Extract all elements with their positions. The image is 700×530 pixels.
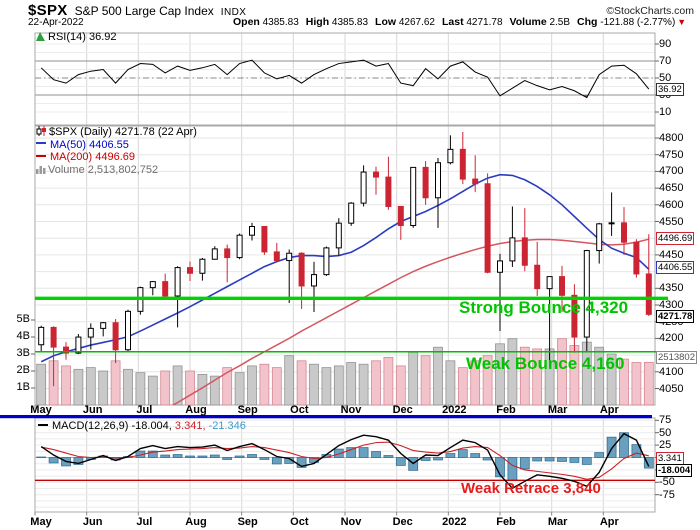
month-label: Apr (599, 516, 619, 528)
volume-axis-tick: 3B (16, 347, 30, 359)
quote-date: 22-Apr-2022 (28, 17, 84, 28)
price-legend-title-row: $SPX (Daily) 4271.78 (22 Apr) (36, 126, 197, 139)
copyright: ©StockCharts.com (606, 5, 694, 17)
price-axis-tick: 4200 (659, 332, 684, 345)
change-field: Chg -121.88 (-2.77%) (577, 16, 676, 28)
ma50-value-tag: 4406.55 (656, 261, 695, 274)
price-axis-tick: 4600 (659, 198, 684, 211)
volume-legend: Volume 2,513,802,752 (36, 164, 197, 177)
month-label: Jul (136, 404, 153, 416)
month-label: Sep (237, 404, 258, 416)
chart-header: $SPX S&P 500 Large Cap Index INDX (28, 2, 246, 20)
ma200-line-icon (36, 154, 46, 157)
rsi-legend: RSI(14) 36.92 (36, 31, 116, 44)
ma200-value-tag: 4496.69 (656, 232, 695, 245)
macd-axis-tick: -75 (659, 488, 675, 501)
month-label: Nov (340, 516, 362, 528)
last-field: Last 4271.78 (441, 16, 503, 28)
price-axis-tick: 4650 (659, 182, 684, 195)
price-axis-tick: 4550 (659, 215, 684, 228)
signal-value: 3.341, (174, 420, 206, 432)
change-down-icon: ▼ (677, 17, 687, 27)
month-label: Jun (82, 404, 103, 416)
volume-field: Volume 2.5B (509, 16, 571, 28)
volume-axis-tick: 2B (16, 364, 30, 376)
macd-value: -18.004, (131, 420, 172, 432)
price-legend: $SPX (Daily) 4271.78 (22 Apr) MA(50) 440… (36, 126, 197, 176)
price-axis-tick: 4050 (659, 382, 684, 395)
volume-value-tag: 2513802 (656, 351, 697, 364)
rsi-value-tag: 36.92 (656, 83, 684, 96)
rsi-axis-tick: 10 (659, 106, 672, 118)
volume-axis-tick: 1B (16, 381, 30, 393)
rsi-indicator-icon (36, 32, 45, 41)
quote-row: 22-Apr-2022 Open 4385.83 High 4385.83 Low 4… (28, 16, 686, 28)
month-label: Mar (547, 404, 568, 416)
weak-bounce-annotation: Weak Bounce 4,160 (466, 354, 625, 373)
macd-axis-tick: 75 (659, 414, 672, 427)
rsi-axis-tick: 90 (659, 38, 672, 50)
symbol: $SPX (28, 2, 68, 19)
exchange-code: INDX (220, 7, 247, 18)
histogram-value: -21.346 (208, 420, 246, 432)
price-axis-tick: 4700 (659, 165, 684, 178)
macd-axis-tick: 25 (659, 439, 672, 452)
strong-bounce-annotation: Strong Bounce 4,320 (459, 298, 629, 317)
volume-axis-tick: 5B (16, 313, 30, 325)
month-label: 2022 (442, 404, 467, 416)
candlestick-icon (36, 126, 46, 136)
price-axis-tick: 4300 (659, 299, 684, 311)
macd-legend: MACD(12,26,9) -18.004, 3.341, -21.346 (38, 420, 246, 433)
month-label: Feb (496, 404, 516, 416)
rsi-legend-label: RSI(14) 36.92 (48, 31, 117, 43)
high-field: High 4385.83 (305, 16, 369, 28)
volume-axis-tick: 4B (16, 330, 30, 342)
macd-value-tag: -18.004 (656, 464, 693, 477)
macd-axis-tick: -50 (659, 476, 675, 489)
month-label: Aug (185, 516, 207, 528)
month-label: Mar (547, 516, 568, 528)
month-label: May (30, 404, 52, 416)
price-axis-tick: 4100 (659, 365, 684, 378)
month-label: Oct (290, 404, 309, 416)
ma50-line-icon (36, 142, 46, 145)
month-label: Nov (340, 404, 362, 416)
ma50-legend: MA(50) 4406.55 (36, 139, 197, 152)
month-label: May (30, 516, 52, 528)
price-legend-title: $SPX (Daily) 4271.78 (22 Apr) (49, 126, 197, 138)
volume-bars-icon (36, 165, 46, 174)
month-label: Oct (290, 516, 309, 528)
rsi-axis-tick: 70 (659, 55, 672, 67)
price-axis-tick: 4750 (659, 148, 684, 161)
rsi-axis-tick: 50 (659, 72, 672, 84)
price-axis-tick: 4450 (659, 248, 684, 261)
index-name: S&P 500 Large Cap Index (74, 4, 214, 18)
month-label: Apr (599, 404, 619, 416)
macd-axis-tick: 50 (659, 426, 672, 439)
month-label: 2022 (442, 516, 467, 528)
macd-legend-name: MACD(12,26,9) (52, 420, 129, 432)
price-axis-tick: 4350 (659, 282, 684, 295)
month-label: Dec (392, 404, 413, 416)
month-label: Feb (496, 516, 516, 528)
weak-retrace-annotation: Weak Retrace 3,840 (461, 480, 601, 497)
month-label: Sep (237, 516, 258, 528)
month-label: Aug (185, 404, 207, 416)
last-price-tag: 4271.78 (656, 310, 695, 323)
month-label: Dec (392, 516, 413, 528)
open-field: Open 4385.83 (233, 16, 299, 28)
month-label: Jun (82, 516, 103, 528)
ma200-legend: MA(200) 4496.69 (36, 151, 197, 164)
low-field: Low 4267.62 (375, 16, 435, 28)
month-label: Jul (136, 516, 153, 528)
price-axis-tick: 4800 (659, 132, 684, 144)
macd-line-icon (38, 423, 48, 426)
